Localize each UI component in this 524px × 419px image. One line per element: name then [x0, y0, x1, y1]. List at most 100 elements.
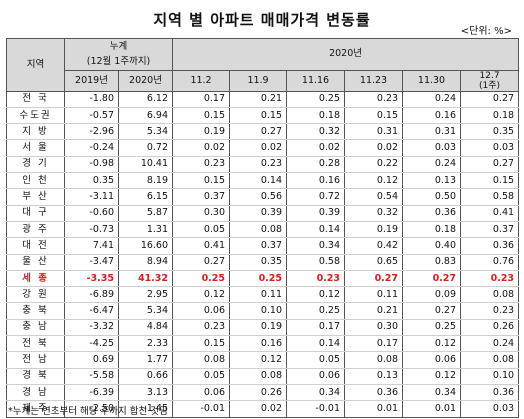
- weekly-change-cell: 0.32: [344, 205, 404, 222]
- weekly-change-cell: 0.18: [460, 107, 520, 125]
- cumulative-2020-cell: 6.94: [117, 107, 174, 125]
- weekly-change-cell: 0.37: [172, 188, 231, 206]
- table-row: 경 남 -6.39 3.13 0.06 0.26 0.34 0.36 0.34 0.36: [6, 384, 520, 402]
- table-row: 대 전 7.41 16.60 0.41 0.37 0.34 0.42 0.40 0.36: [6, 237, 520, 255]
- table-row: 충 북 -6.47 5.34 0.06 0.10 0.25 0.21 0.27 0.23: [6, 302, 520, 320]
- weekly-change-cell: 0.26: [229, 384, 288, 402]
- weekly-change-cell: 0.18: [286, 107, 346, 125]
- weekly-change-cell: 0.05: [286, 351, 346, 369]
- weekly-change-cell: 0.25: [402, 319, 462, 337]
- weekly-change-cell: 0.15: [344, 107, 404, 125]
- region-cell: 대 구: [6, 205, 65, 222]
- cumulative-2019-cell: -1.80: [64, 91, 119, 108]
- weekly-change-cell: 0.11: [229, 286, 288, 304]
- weekly-change-cell: 0.08: [344, 351, 404, 369]
- weekly-change-cell: 0.08: [460, 351, 520, 369]
- weekly-change-cell: 0.10: [229, 302, 288, 320]
- header-cumulative-sub: (12월 1주까지): [63, 54, 174, 71]
- region-cell: 수도권: [6, 107, 65, 125]
- weekly-change-cell: 0.15: [172, 172, 231, 190]
- weekly-change-cell: 0.25: [172, 270, 231, 288]
- table-row: 충 남 -3.32 4.84 0.23 0.19 0.17 0.30 0.25 0.26: [6, 319, 520, 337]
- region-cell: 지 방: [6, 123, 65, 141]
- weekly-change-cell: 0.35: [460, 123, 520, 141]
- weekly-change-cell: 0.19: [344, 221, 404, 239]
- region-cell: 경 기: [6, 156, 65, 174]
- weekly-change-cell: 0.12: [172, 286, 231, 304]
- cumulative-2019-cell: -6.47: [64, 302, 119, 320]
- weekly-change-cell: 0.17: [172, 91, 231, 108]
- cumulative-2020-cell: 0.66: [117, 368, 174, 385]
- weekly-change-cell: 0.83: [402, 254, 462, 271]
- cumulative-2019-cell: -6.39: [64, 384, 119, 402]
- weekly-change-cell: 0.26: [460, 319, 520, 337]
- weekly-change-cell: 0.28: [286, 156, 346, 174]
- weekly-change-cell: 0.23: [460, 270, 520, 288]
- header-week-2: 11.9: [229, 69, 288, 92]
- header-week-6: 12.7 (1주): [460, 69, 520, 92]
- cumulative-2020-cell: 5.34: [117, 123, 174, 141]
- table-row: 강 원 -6.89 2.95 0.12 0.11 0.12 0.11 0.09 0.08: [6, 286, 520, 304]
- cumulative-2020-cell: 8.19: [117, 172, 174, 190]
- region-cell: 전 국: [6, 91, 65, 108]
- cumulative-2020-cell: 2.95: [117, 286, 174, 304]
- weekly-change-cell: 0.13: [402, 172, 462, 190]
- weekly-change-cell: 0.36: [344, 384, 404, 402]
- region-cell: 부 산: [6, 188, 65, 206]
- header-week-3: 11.16: [286, 69, 346, 92]
- weekly-change-cell: 0.27: [402, 270, 462, 288]
- table-row: 전 북 -4.25 2.33 0.15 0.16 0.14 0.17 0.12 0.24: [6, 335, 520, 353]
- cumulative-2019-cell: 7.41: [64, 237, 119, 255]
- weekly-change-cell: 0.02: [172, 139, 231, 157]
- weekly-change-cell: 0.16: [286, 172, 346, 190]
- cumulative-2019-cell: -0.57: [64, 107, 119, 125]
- weekly-change-cell: 0.56: [229, 188, 288, 206]
- weekly-change-cell: 0.13: [344, 368, 404, 385]
- cumulative-2020-cell: 6.12: [117, 91, 174, 108]
- weekly-change-cell: 0.11: [344, 286, 404, 304]
- region-cell: 서 울: [6, 139, 65, 157]
- weekly-change-cell: 0.17: [344, 335, 404, 353]
- region-cell: 전 남: [6, 351, 65, 369]
- weekly-change-cell: 0.31: [344, 123, 404, 141]
- cumulative-2019-cell: -0.73: [64, 221, 119, 239]
- weekly-change-cell: 0.16: [229, 335, 288, 353]
- weekly-change-cell: 0.34: [286, 237, 346, 255]
- cumulative-2020-cell: 5.87: [117, 205, 174, 222]
- cumulative-2019-cell: -3.47: [64, 254, 119, 271]
- weekly-change-cell: 0.58: [460, 188, 520, 206]
- weekly-change-cell: 0.65: [344, 254, 404, 271]
- table-row: 광 주 -0.73 1.31 0.05 0.08 0.14 0.19 0.18 0.37: [6, 221, 520, 239]
- weekly-change-cell: 0.19: [229, 319, 288, 337]
- weekly-change-cell: 0.17: [286, 319, 346, 337]
- weekly-change-cell: 0.15: [172, 335, 231, 353]
- cumulative-2020-cell: 4.84: [117, 319, 174, 337]
- region-cell: 대 전: [6, 237, 65, 255]
- weekly-change-cell: 0.21: [229, 91, 288, 108]
- cumulative-2020-cell: 1.77: [117, 351, 174, 369]
- weekly-change-cell: 0.23: [344, 91, 404, 108]
- region-cell: 세 종: [6, 270, 65, 288]
- table-row: 경 기 -0.98 10.41 0.23 0.23 0.28 0.22 0.24 0.27: [6, 156, 520, 174]
- weekly-change-cell: 0.25: [229, 270, 288, 288]
- weekly-change-cell: 0.25: [286, 302, 346, 320]
- weekly-change-cell: 0.14: [286, 221, 346, 239]
- weekly-change-cell: 0.41: [172, 237, 231, 255]
- cumulative-2020-cell: 6.15: [117, 188, 174, 206]
- weekly-change-cell: 0.23: [229, 156, 288, 174]
- weekly-change-cell: 0.14: [229, 172, 288, 190]
- region-cell: 경 남: [6, 384, 65, 402]
- table-row: 수도권 -0.57 6.94 0.15 0.15 0.18 0.15 0.16 0.18: [6, 107, 520, 125]
- weekly-change-cell: -0.01: [286, 400, 346, 418]
- weekly-change-cell: 0.27: [460, 91, 520, 108]
- cumulative-2020-cell: 16.60: [117, 237, 174, 255]
- table-row: 세 종 -3.35 41.32 0.25 0.25 0.23 0.27 0.27 0.23: [6, 270, 520, 288]
- page-title: 지역 별 아파트 매매가격 변동률: [153, 11, 371, 29]
- weekly-change-cell: 0.50: [402, 188, 462, 206]
- weekly-change-cell: 0.25: [286, 91, 346, 108]
- region-cell: 충 남: [6, 319, 65, 337]
- weekly-change-cell: 0.34: [402, 384, 462, 402]
- weekly-change-cell: 0.24: [402, 156, 462, 174]
- table-row: 경 북 -5.58 0.66 0.05 0.08 0.06 0.13 0.12 0.10: [6, 368, 520, 385]
- cumulative-2019-cell: -0.60: [64, 205, 119, 222]
